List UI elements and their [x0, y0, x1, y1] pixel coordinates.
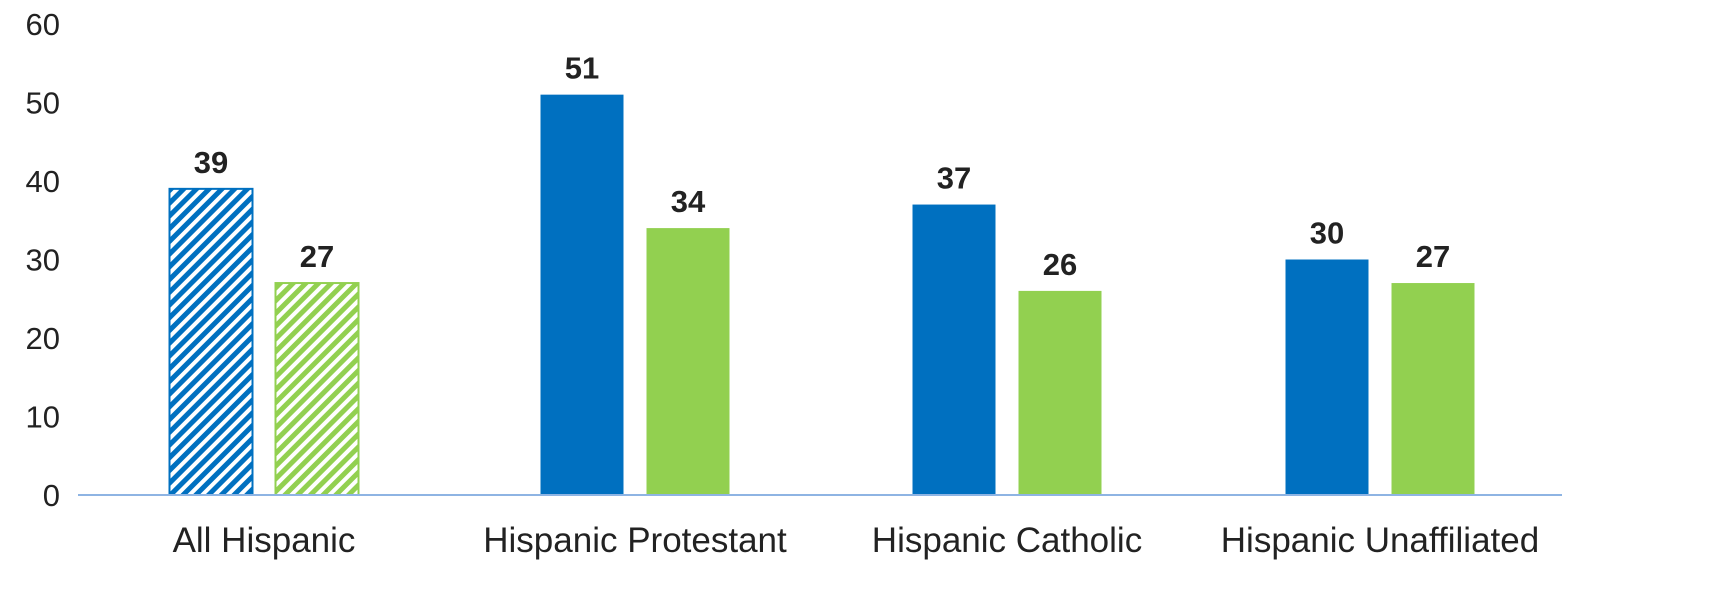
data-label: 51: [565, 51, 599, 86]
x-category-label: All Hispanic: [173, 521, 356, 560]
y-tick-label: 20: [26, 321, 60, 356]
y-tick-label: 50: [26, 86, 60, 121]
data-label: 27: [1416, 239, 1450, 274]
y-tick-label: 0: [43, 478, 60, 513]
bar-series-1-hispanic-protestant: [540, 94, 624, 496]
data-labels: 39 27 51 34 37 26 30 27: [194, 51, 1450, 282]
x-category-label: Hispanic Catholic: [872, 521, 1142, 560]
y-axis: 0 10 20 30 40 50 60: [26, 7, 60, 513]
bar-series-2-hispanic-unaffiliated: [1391, 283, 1475, 495]
bar-series-2-all-hispanic: [274, 282, 360, 496]
bar-series-1-all-hispanic: [168, 187, 254, 496]
y-tick-label: 30: [26, 243, 60, 278]
x-axis: All Hispanic Hispanic Protestant Hispanic …: [173, 521, 1540, 560]
bar-series-2-hispanic-protestant: [646, 228, 730, 495]
data-label: 30: [1310, 216, 1344, 251]
data-label: 27: [300, 239, 334, 274]
x-category-label: Hispanic Protestant: [483, 521, 787, 560]
bar-series-1-hispanic-catholic: [912, 204, 996, 496]
data-label: 37: [937, 161, 971, 196]
y-tick-label: 40: [26, 164, 60, 199]
x-category-label: Hispanic Unaffiliated: [1221, 521, 1539, 560]
y-tick-label: 10: [26, 400, 60, 435]
bar-series-1-hispanic-unaffiliated: [1285, 259, 1369, 495]
data-label: 26: [1043, 247, 1077, 282]
data-label: 34: [671, 184, 706, 219]
bars: [168, 94, 1475, 496]
data-label: 39: [194, 145, 228, 180]
bar-series-2-hispanic-catholic: [1018, 290, 1102, 495]
y-tick-label: 60: [26, 7, 60, 42]
